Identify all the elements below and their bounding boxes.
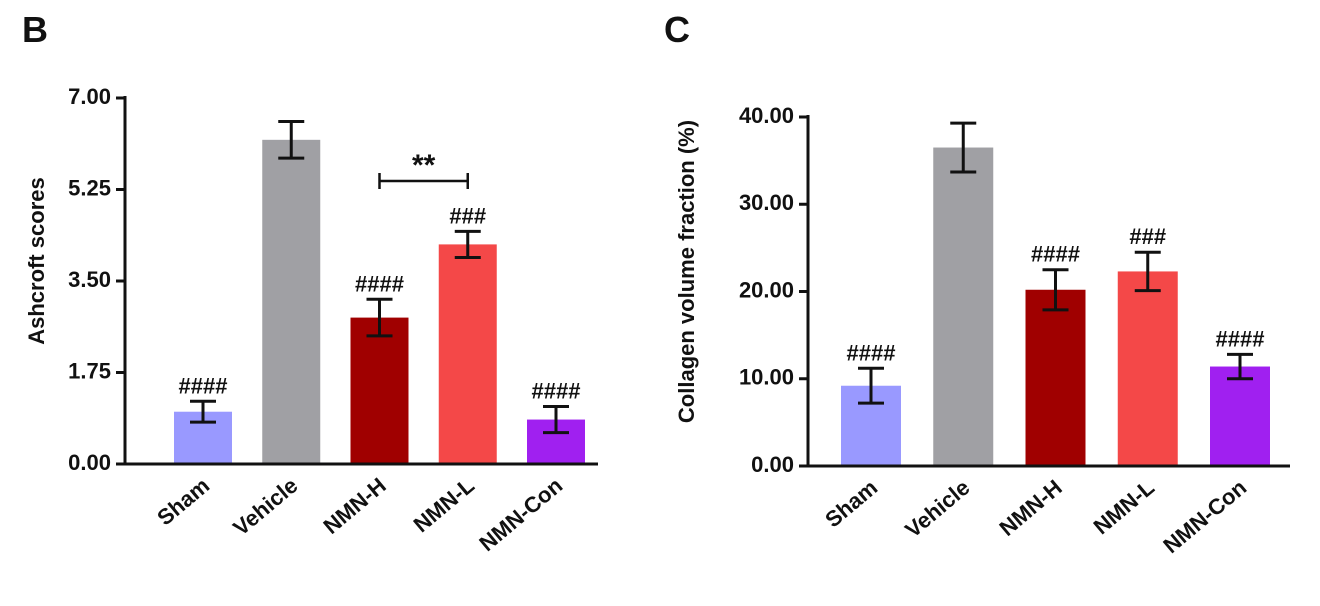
significance: ### — [1129, 224, 1166, 249]
x-tick-label: NMN-Con — [1158, 475, 1251, 559]
x-tick-label: NMN-H — [318, 473, 390, 539]
x-tick-label: Vehicle — [900, 475, 974, 543]
y-tick-label: 20.00 — [739, 277, 794, 302]
panel-label: B — [22, 9, 48, 50]
y-tick-label: 30.00 — [739, 190, 794, 215]
y-tick-label: 10.00 — [739, 365, 794, 390]
bar — [933, 147, 994, 466]
panel-label: C — [664, 9, 690, 50]
significance: #### — [1031, 242, 1080, 267]
significance: #### — [179, 373, 228, 398]
x-tick-label: NMN-L — [409, 473, 479, 538]
significance: #### — [1216, 326, 1265, 351]
x-tick-label: Sham — [820, 475, 882, 533]
x-tick-label: NMN-H — [994, 475, 1066, 541]
y-tick-label: 3.50 — [68, 267, 111, 292]
x-tick-label: NMN-L — [1089, 475, 1159, 540]
bar — [1025, 289, 1086, 466]
x-tick-label: Vehicle — [228, 473, 302, 541]
bar — [1210, 366, 1270, 466]
y-tick-label: 5.25 — [68, 175, 111, 200]
y-tick-label: 0.00 — [68, 450, 111, 475]
significance: #### — [355, 271, 404, 296]
y-axis-label: Collagen volume fraction (%) — [674, 120, 699, 423]
bar — [262, 139, 321, 465]
significance: #### — [847, 340, 896, 365]
y-axis-label: Ashcroft scores — [24, 177, 49, 345]
y-tick-label: 0.00 — [751, 452, 794, 477]
x-tick-label: Sham — [152, 473, 214, 531]
bracket-label: ** — [412, 149, 436, 182]
y-tick-label: 7.00 — [68, 84, 111, 109]
significance: #### — [532, 378, 581, 403]
bar — [438, 244, 497, 464]
bar — [1117, 271, 1178, 466]
y-tick-label: 1.75 — [68, 358, 111, 383]
y-tick-label: 40.00 — [739, 103, 794, 128]
bar — [350, 317, 409, 464]
x-tick-label: NMN-Con — [474, 473, 567, 557]
significance: ### — [449, 203, 486, 228]
